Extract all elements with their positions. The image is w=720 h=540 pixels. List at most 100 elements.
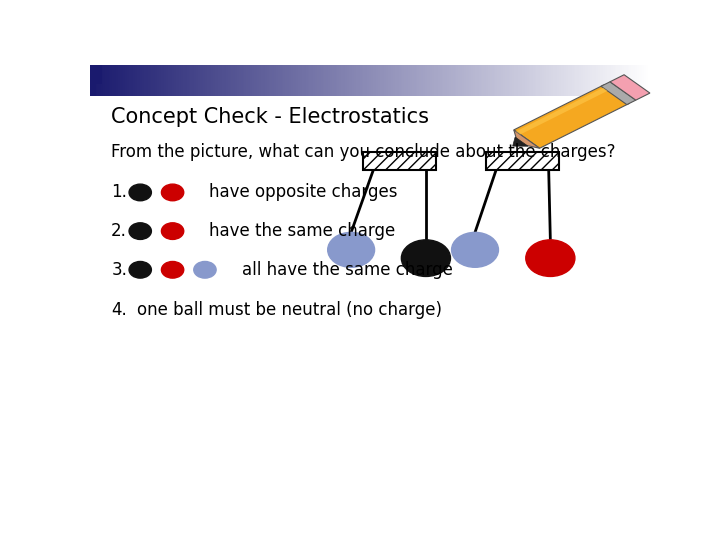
Bar [466, 65, 468, 96]
Bar [94, 65, 96, 96]
Bar [230, 65, 232, 96]
Bar [373, 65, 375, 96]
Bar [523, 65, 526, 96]
Bar [293, 65, 295, 96]
Bar [114, 65, 117, 96]
Bar [639, 65, 641, 96]
Bar [291, 65, 293, 96]
Bar [374, 65, 377, 96]
Bar [269, 65, 271, 96]
Bar [508, 65, 511, 96]
Bar [129, 65, 132, 96]
Bar [298, 65, 301, 96]
Bar [593, 65, 595, 96]
Bar [520, 65, 522, 96]
Bar [328, 65, 330, 96]
Bar [258, 65, 260, 96]
Bar [464, 65, 467, 96]
Bar [387, 65, 390, 96]
Bar [419, 65, 422, 96]
Text: 3.: 3. [111, 261, 127, 279]
Circle shape [194, 261, 216, 278]
Bar [603, 65, 606, 96]
Bar [244, 65, 247, 96]
Bar [186, 65, 189, 96]
Bar [150, 65, 152, 96]
Bar [460, 65, 462, 96]
Text: one ball must be neutral (no charge): one ball must be neutral (no charge) [138, 301, 442, 319]
Bar [577, 65, 580, 96]
Bar [256, 65, 258, 96]
Bar [512, 65, 515, 96]
Bar [209, 65, 212, 96]
Bar [637, 65, 639, 96]
Bar [172, 65, 174, 96]
Bar [248, 65, 251, 96]
Bar [526, 65, 528, 96]
Bar [142, 65, 145, 96]
Text: Concept Check - Electrostatics: Concept Check - Electrostatics [111, 107, 429, 127]
Bar [109, 65, 111, 96]
Bar [131, 65, 133, 96]
Text: From the picture, what can you conclude about the charges?: From the picture, what can you conclude … [111, 143, 616, 161]
Bar [351, 65, 353, 96]
Bar [494, 65, 496, 96]
Bar [252, 65, 254, 96]
Bar [410, 65, 413, 96]
Bar [475, 65, 477, 96]
Bar [168, 65, 171, 96]
Bar [179, 65, 181, 96]
Bar [622, 65, 624, 96]
Bar [151, 65, 154, 96]
Bar [341, 65, 343, 96]
Bar [399, 65, 401, 96]
Bar [176, 65, 178, 96]
Bar [566, 65, 569, 96]
Bar [343, 65, 346, 96]
Bar [516, 65, 518, 96]
Bar [272, 65, 275, 96]
Bar [233, 65, 235, 96]
Bar [360, 65, 362, 96]
Bar [590, 65, 593, 96]
Bar [644, 65, 647, 96]
Bar [552, 65, 554, 96]
Circle shape [451, 232, 498, 267]
Bar [579, 65, 582, 96]
Bar [477, 65, 480, 96]
Bar [320, 65, 323, 96]
Bar [246, 65, 248, 96]
Bar [562, 65, 565, 96]
Bar [215, 65, 217, 96]
Bar [204, 65, 206, 96]
Bar [226, 65, 228, 96]
Bar [310, 65, 312, 96]
Bar [161, 65, 163, 96]
Bar [224, 65, 226, 96]
Bar [101, 65, 104, 96]
Bar [564, 65, 567, 96]
Bar [536, 65, 539, 96]
Bar [492, 65, 494, 96]
Bar [323, 65, 325, 96]
Bar [607, 65, 610, 96]
Bar [393, 65, 395, 96]
Bar [390, 65, 392, 96]
Text: 4.: 4. [111, 301, 127, 319]
Bar [259, 65, 261, 96]
Bar [302, 65, 305, 96]
Bar [199, 65, 202, 96]
Circle shape [401, 240, 451, 276]
Bar [317, 65, 320, 96]
Bar [445, 65, 448, 96]
Text: 2.: 2. [111, 222, 127, 240]
Bar [534, 65, 537, 96]
Bar [228, 65, 230, 96]
Bar [181, 65, 184, 96]
Bar [297, 65, 299, 96]
Bar [402, 65, 405, 96]
Bar [601, 65, 604, 96]
Bar [358, 65, 360, 96]
Bar [444, 65, 446, 96]
Circle shape [129, 184, 151, 201]
